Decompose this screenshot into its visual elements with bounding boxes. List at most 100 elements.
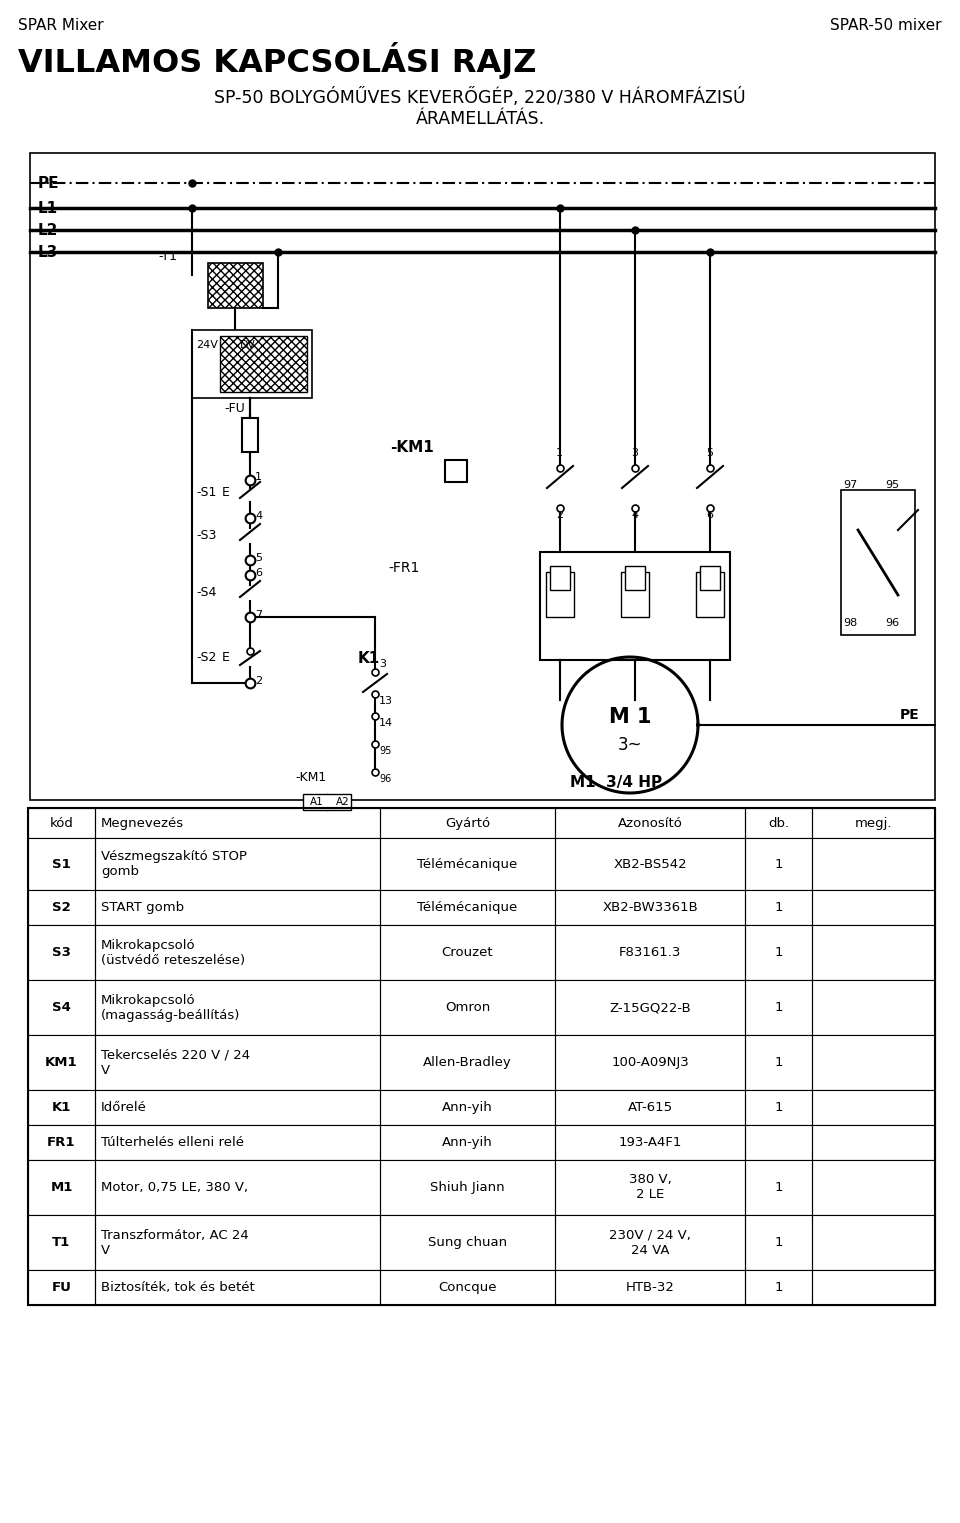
Text: S4: S4 xyxy=(52,1001,71,1014)
Text: L3: L3 xyxy=(38,245,59,259)
Text: Megnevezés: Megnevezés xyxy=(101,816,184,830)
Text: Shiuh Jiann: Shiuh Jiann xyxy=(430,1180,505,1194)
Bar xyxy=(621,573,649,617)
Text: Mikrokapcsoló
(magasság-beállítás): Mikrokapcsoló (magasság-beállítás) xyxy=(101,993,240,1022)
Text: 193-A4F1: 193-A4F1 xyxy=(618,1136,682,1148)
Text: db.: db. xyxy=(768,816,789,830)
Text: Omron: Omron xyxy=(444,1001,491,1014)
Text: Télémécanique: Télémécanique xyxy=(418,902,517,914)
Text: S3: S3 xyxy=(52,946,71,959)
Text: 7: 7 xyxy=(255,611,262,620)
Text: E: E xyxy=(222,486,229,498)
Text: 98: 98 xyxy=(843,618,857,627)
Text: 1: 1 xyxy=(775,1281,782,1295)
Bar xyxy=(242,417,258,452)
Bar xyxy=(28,1215,935,1270)
Bar xyxy=(192,330,312,398)
Text: XB2-BW3361B: XB2-BW3361B xyxy=(602,902,698,914)
Bar xyxy=(30,152,935,800)
Bar xyxy=(208,263,263,308)
Text: Concque: Concque xyxy=(439,1281,496,1295)
Bar xyxy=(28,1036,935,1090)
Text: L2: L2 xyxy=(38,222,59,238)
Text: 5: 5 xyxy=(706,448,713,458)
Text: 380 V,
2 LE: 380 V, 2 LE xyxy=(629,1174,671,1202)
Text: PE: PE xyxy=(900,708,920,722)
Bar xyxy=(28,1125,935,1161)
Text: M1  3/4 HP: M1 3/4 HP xyxy=(570,775,662,790)
Text: K1: K1 xyxy=(358,650,380,666)
Text: 95: 95 xyxy=(379,746,392,755)
Text: 3: 3 xyxy=(631,448,638,458)
Text: megj.: megj. xyxy=(854,816,892,830)
Text: Sung chuan: Sung chuan xyxy=(428,1237,507,1249)
Text: AT-615: AT-615 xyxy=(628,1101,673,1113)
Text: -FU: -FU xyxy=(224,402,245,414)
Text: SPAR-50 mixer: SPAR-50 mixer xyxy=(830,18,942,34)
Text: -T1: -T1 xyxy=(158,250,177,263)
Text: START gomb: START gomb xyxy=(101,902,184,914)
Text: 1: 1 xyxy=(556,448,563,458)
Text: 1: 1 xyxy=(775,946,782,959)
Text: 1: 1 xyxy=(775,1101,782,1113)
Bar xyxy=(700,567,720,589)
Bar xyxy=(550,567,570,589)
Text: L1: L1 xyxy=(38,201,59,215)
Text: Motor, 0,75 LE, 380 V,: Motor, 0,75 LE, 380 V, xyxy=(101,1180,248,1194)
Text: K1: K1 xyxy=(52,1101,71,1113)
Text: 14: 14 xyxy=(379,717,394,728)
Text: 230V / 24 V,
24 VA: 230V / 24 V, 24 VA xyxy=(609,1229,691,1256)
Text: 1: 1 xyxy=(775,857,782,871)
Text: KM1: KM1 xyxy=(45,1055,78,1069)
Text: 1: 1 xyxy=(775,1055,782,1069)
Bar xyxy=(28,1270,935,1305)
Text: 1: 1 xyxy=(775,1180,782,1194)
Text: 24V: 24V xyxy=(196,340,218,350)
Bar xyxy=(28,889,935,924)
Text: Ann-yih: Ann-yih xyxy=(443,1136,492,1148)
Bar xyxy=(28,809,935,1305)
Bar xyxy=(841,490,915,635)
Text: SP-50 BOLYGÓMŰVES KEVERŐGÉP, 220/380 V HÁROMFÁZISÚ
ÁRAMELLÁTÁS.: SP-50 BOLYGÓMŰVES KEVERŐGÉP, 220/380 V H… xyxy=(214,88,746,128)
Bar xyxy=(546,573,574,617)
Text: 1: 1 xyxy=(255,472,262,481)
Text: -S3: -S3 xyxy=(196,528,216,542)
Bar xyxy=(28,924,935,979)
Text: Z-15GQ22-B: Z-15GQ22-B xyxy=(610,1001,691,1014)
Text: 97: 97 xyxy=(843,480,857,490)
Text: S1: S1 xyxy=(52,857,71,871)
Text: Transzformátor, AC 24
V: Transzformátor, AC 24 V xyxy=(101,1229,249,1256)
Text: Allen-Bradley: Allen-Bradley xyxy=(423,1055,512,1069)
Text: 2: 2 xyxy=(556,510,564,519)
Text: Túlterhelés elleni relé: Túlterhelés elleni relé xyxy=(101,1136,244,1148)
Text: 2: 2 xyxy=(255,676,262,685)
Text: 95: 95 xyxy=(885,480,900,490)
Text: S2: S2 xyxy=(52,902,71,914)
Text: 100-A09NJ3: 100-A09NJ3 xyxy=(612,1055,689,1069)
Text: 5: 5 xyxy=(255,553,262,564)
Text: E: E xyxy=(222,650,229,664)
Bar xyxy=(28,1161,935,1215)
Bar xyxy=(28,838,935,889)
Text: -S4: -S4 xyxy=(196,585,216,599)
Text: XB2-BS542: XB2-BS542 xyxy=(613,857,686,871)
Text: 6: 6 xyxy=(706,510,713,519)
Text: SPAR Mixer: SPAR Mixer xyxy=(18,18,104,34)
Bar xyxy=(220,337,307,391)
Text: Időrelé: Időrelé xyxy=(101,1101,147,1113)
Text: 1: 1 xyxy=(775,1237,782,1249)
Text: FR1: FR1 xyxy=(47,1136,76,1148)
Text: 1: 1 xyxy=(775,902,782,914)
Bar xyxy=(303,793,351,810)
Text: 3: 3 xyxy=(379,659,386,669)
Text: T1: T1 xyxy=(53,1237,71,1249)
Text: VILLAMOS KAPCSOLÁSI RAJZ: VILLAMOS KAPCSOLÁSI RAJZ xyxy=(18,43,537,79)
Text: A1: A1 xyxy=(310,797,324,807)
Text: 1: 1 xyxy=(775,1001,782,1014)
Text: 4: 4 xyxy=(631,510,638,519)
Text: 96: 96 xyxy=(885,618,900,627)
Text: -S2: -S2 xyxy=(196,650,216,664)
Text: DV: DV xyxy=(240,340,256,350)
Text: Crouzet: Crouzet xyxy=(442,946,493,959)
Text: A2: A2 xyxy=(336,797,349,807)
